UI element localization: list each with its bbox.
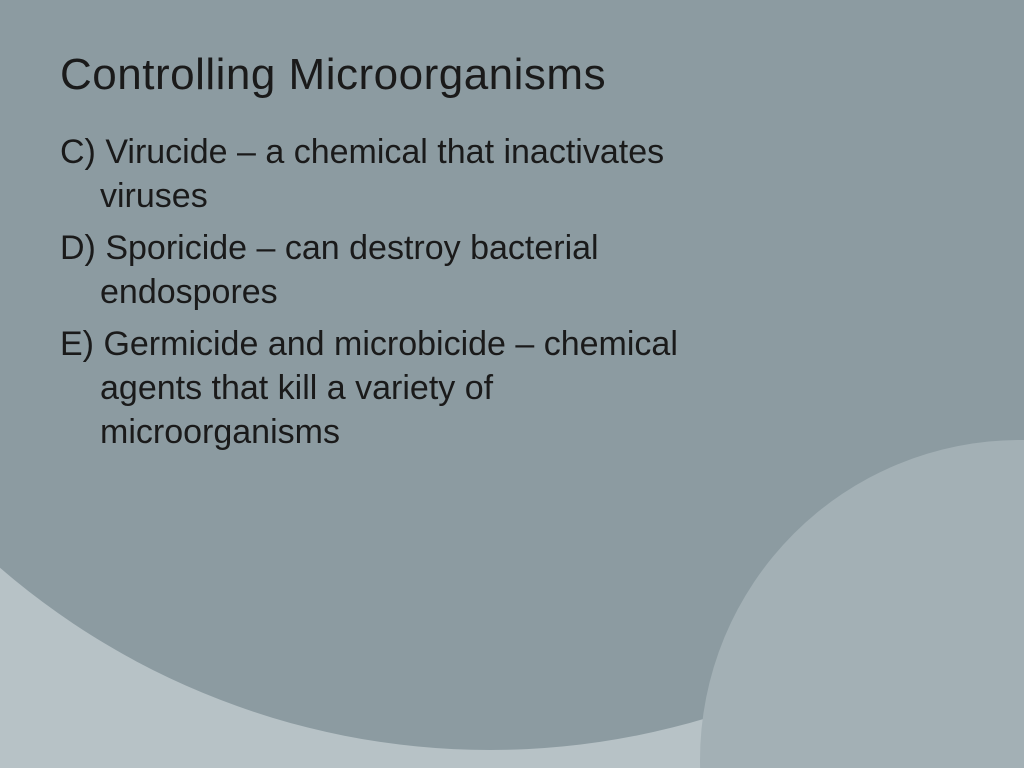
item-text-cont: viruses [60, 174, 964, 218]
list-item: D) Sporicide – can destroy bacterial end… [60, 226, 964, 314]
list-item: C) Virucide – a chemical that inactivate… [60, 130, 964, 218]
slide-body: C) Virucide – a chemical that inactivate… [60, 130, 964, 454]
item-text: C) Virucide – a chemical that inactivate… [60, 130, 964, 174]
item-text: D) Sporicide – can destroy bacterial [60, 226, 964, 270]
list-item: E) Germicide and microbicide – chemical … [60, 322, 964, 454]
slide-title: Controlling Microorganisms [60, 50, 964, 100]
item-text-cont: agents that kill a variety of [60, 366, 964, 410]
item-text-cont: endospores [60, 270, 964, 314]
item-text: E) Germicide and microbicide – chemical [60, 322, 964, 366]
slide-content: Controlling Microorganisms C) Virucide –… [0, 0, 1024, 768]
slide: Controlling Microorganisms C) Virucide –… [0, 0, 1024, 768]
item-text-cont: microorganisms [60, 410, 964, 454]
